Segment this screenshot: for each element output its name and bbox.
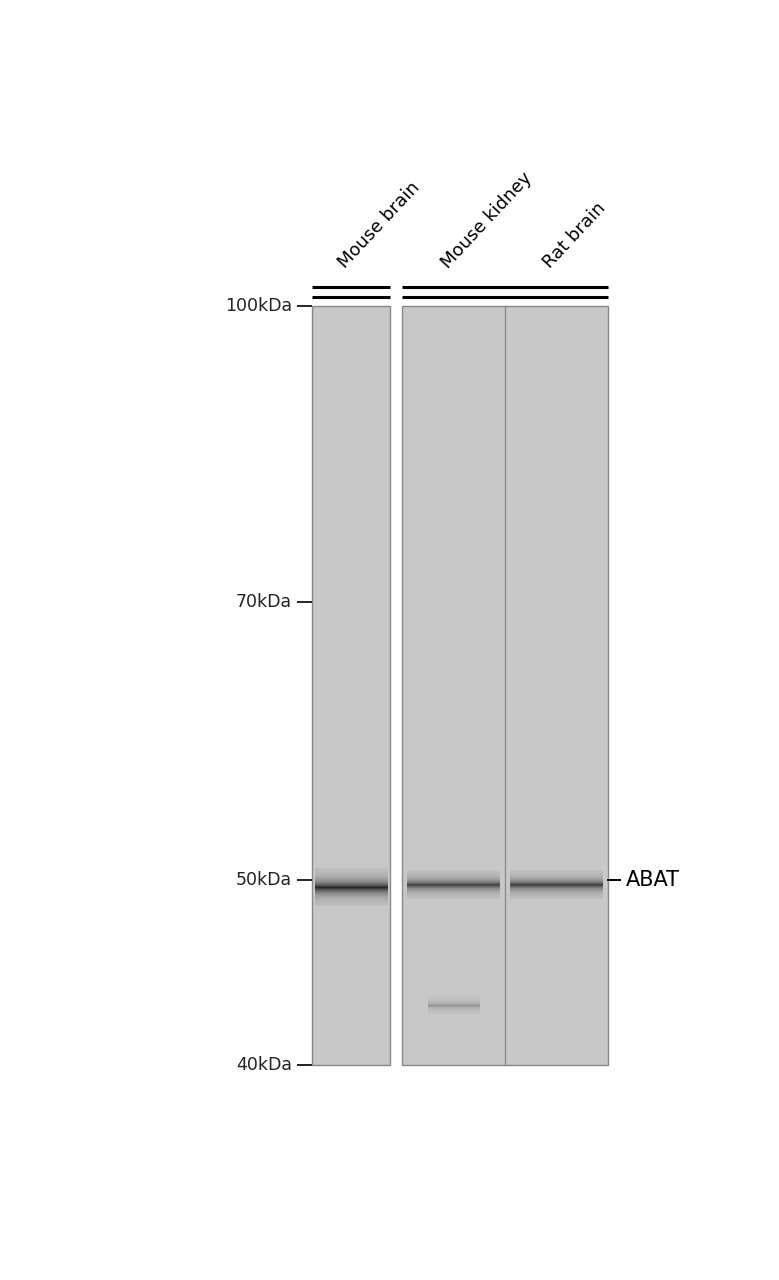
Text: 70kDa: 70kDa xyxy=(236,593,292,611)
Bar xyxy=(402,306,608,1065)
Text: 100kDa: 100kDa xyxy=(224,297,292,315)
Text: Rat brain: Rat brain xyxy=(540,200,609,271)
Text: 40kDa: 40kDa xyxy=(236,1056,292,1074)
Text: ABAT: ABAT xyxy=(626,870,679,891)
Text: Mouse kidney: Mouse kidney xyxy=(437,169,535,271)
Text: Mouse brain: Mouse brain xyxy=(335,179,424,271)
Bar xyxy=(312,306,390,1065)
Text: 50kDa: 50kDa xyxy=(236,872,292,890)
